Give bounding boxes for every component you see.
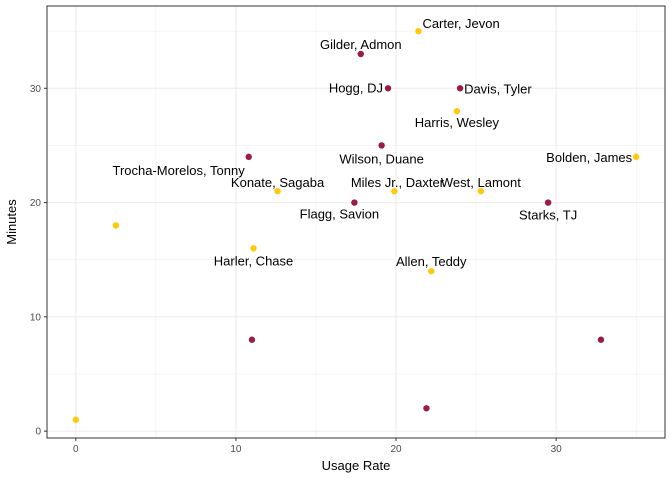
data-point bbox=[428, 267, 435, 275]
data-point bbox=[477, 187, 485, 195]
data-point bbox=[544, 199, 552, 206]
data-point bbox=[250, 245, 257, 252]
data-point bbox=[378, 142, 385, 149]
point-label: Trocha-Morelos, Tonny bbox=[112, 163, 245, 178]
point-labels-layer: Trocha-Morelos, Tonny Harler, Chase Konate… bbox=[112, 16, 632, 269]
point-label: Davis, Tyler bbox=[464, 81, 532, 96]
y-tick-label: 10 bbox=[30, 312, 42, 323]
data-point bbox=[351, 199, 358, 206]
data-point bbox=[274, 187, 281, 195]
point-label: Konate, Sagaba bbox=[231, 175, 325, 190]
point-label: Bolden, James bbox=[546, 150, 632, 165]
point-label: West, Lamont bbox=[441, 175, 521, 190]
point-label: Flagg, Savion bbox=[300, 207, 380, 222]
y-tick-label: 30 bbox=[30, 84, 42, 95]
data-point bbox=[456, 85, 464, 92]
x-tick-label: 0 bbox=[73, 444, 79, 455]
x-tick-label: 20 bbox=[390, 444, 402, 455]
points-layer bbox=[72, 27, 640, 423]
point-label: Harris, Wesley bbox=[415, 115, 500, 130]
x-axis-title: Usage Rate bbox=[322, 458, 391, 473]
y-tick-label: 0 bbox=[35, 427, 41, 438]
y-axis-ticks: 0 10 20 30 bbox=[30, 84, 47, 438]
data-point bbox=[391, 187, 398, 195]
data-point bbox=[415, 27, 422, 35]
data-point bbox=[112, 222, 120, 229]
point-label: Allen, Teddy bbox=[396, 254, 467, 269]
x-tick-label: 30 bbox=[551, 444, 563, 455]
data-point bbox=[384, 85, 392, 92]
point-label: Carter, Jevon bbox=[422, 16, 499, 31]
x-axis-ticks: 0 10 20 30 bbox=[73, 438, 562, 455]
data-point bbox=[357, 50, 365, 58]
point-label: Gilder, Admon bbox=[320, 37, 402, 52]
y-tick-label: 20 bbox=[30, 198, 42, 209]
y-axis-title: Minutes bbox=[4, 199, 19, 245]
point-label: Wilson, Duane bbox=[339, 151, 424, 166]
data-point bbox=[72, 416, 80, 423]
data-point bbox=[453, 107, 461, 115]
point-label: Miles Jr., Daxter bbox=[351, 175, 445, 190]
data-point bbox=[248, 336, 256, 343]
point-label: Starks, TJ bbox=[519, 208, 577, 223]
point-label: Harler, Chase bbox=[214, 253, 293, 268]
x-tick-label: 10 bbox=[230, 444, 242, 455]
point-label: Hogg, DJ bbox=[329, 80, 383, 95]
data-point bbox=[245, 153, 252, 161]
data-point bbox=[632, 153, 640, 161]
data-point bbox=[597, 336, 605, 343]
data-point bbox=[423, 405, 430, 412]
panel-border bbox=[46, 5, 666, 439]
